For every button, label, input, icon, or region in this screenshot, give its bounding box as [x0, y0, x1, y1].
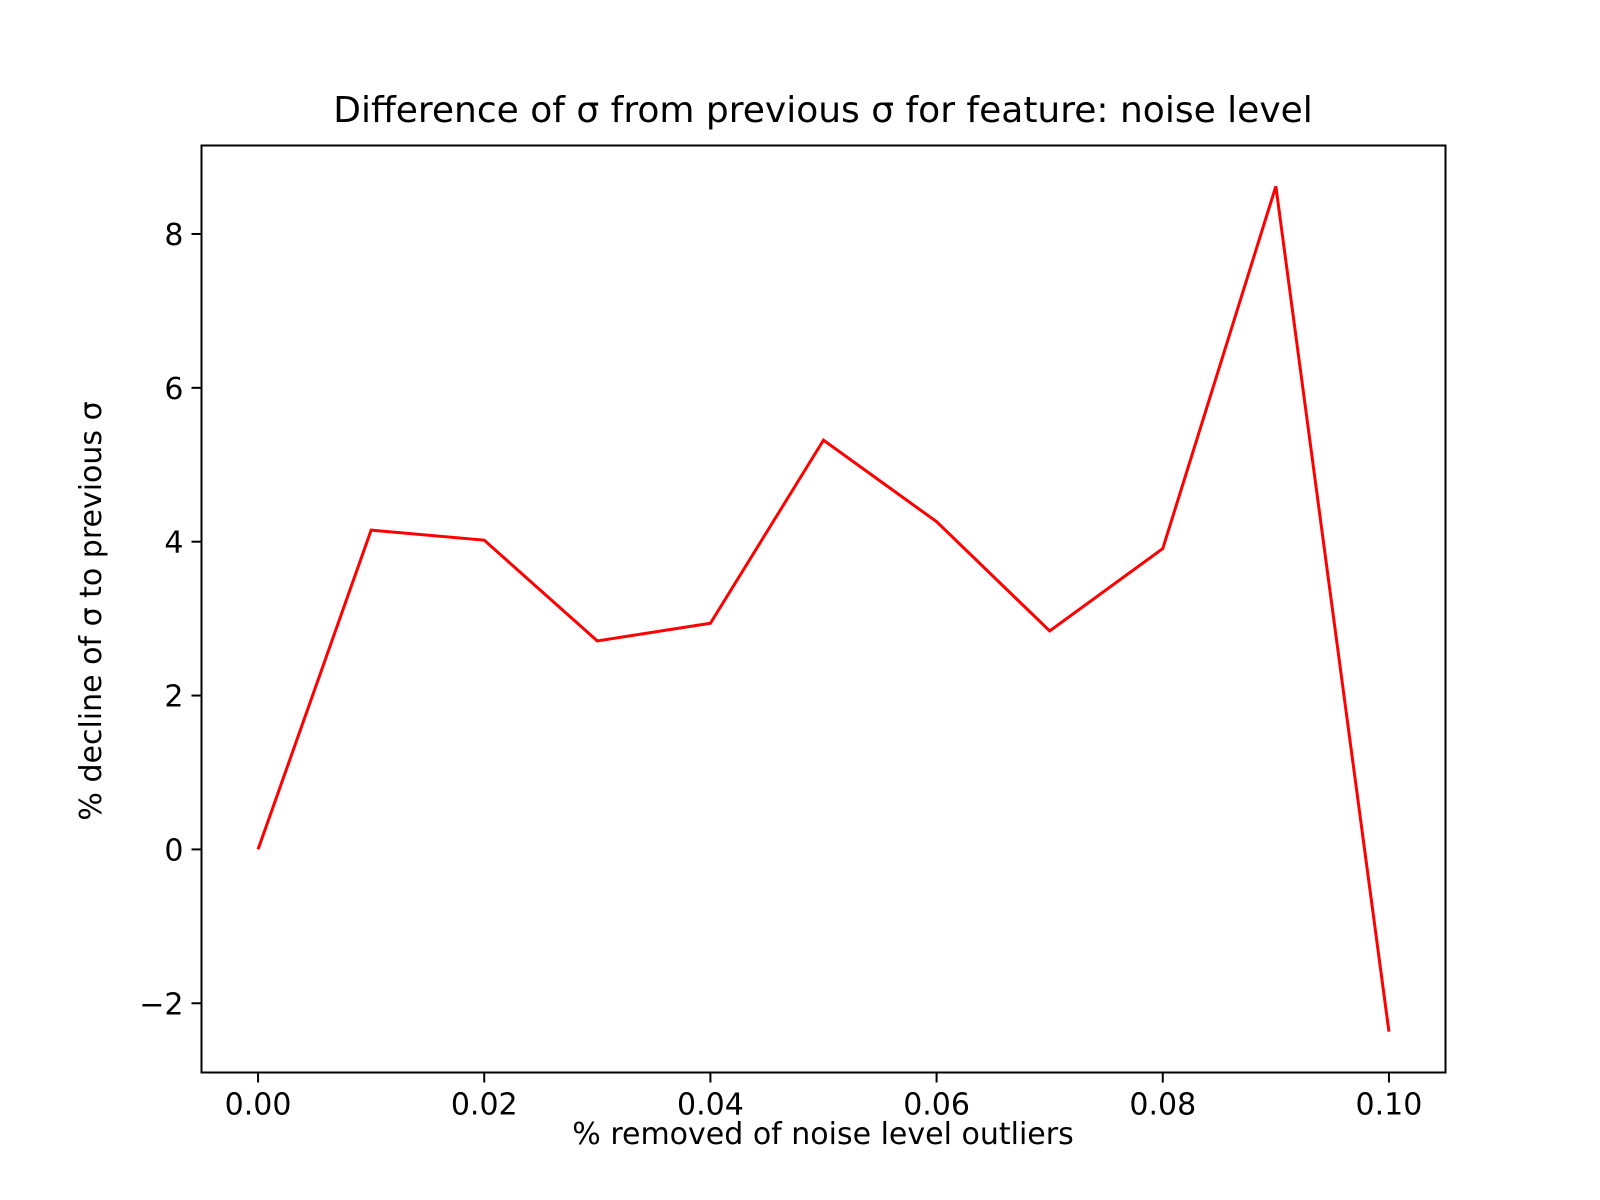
- y-tick-label: −2: [139, 987, 183, 1022]
- y-tick-label: 6: [164, 372, 183, 407]
- x-tick-label: 0.00: [225, 1088, 292, 1123]
- y-axis-ticks: −2 0 2 4 6 8: [139, 218, 202, 1022]
- y-tick-label: 4: [164, 526, 183, 561]
- x-axis-ticks: 0.00 0.02 0.04 0.06 0.08 0.10: [225, 1072, 1423, 1123]
- y-tick-label: 2: [164, 680, 183, 715]
- x-tick-label: 0.06: [903, 1088, 970, 1123]
- y-tick-label: 0: [164, 833, 183, 868]
- axes-frame: [200, 144, 1447, 1074]
- plot-area: [256, 185, 1391, 1032]
- chart-title: Difference of σ from previous σ for feat…: [333, 90, 1313, 131]
- x-tick-label: 0.04: [677, 1088, 744, 1123]
- x-tick-label: 0.02: [451, 1088, 518, 1123]
- x-axis-label: % removed of noise level outliers: [572, 1117, 1073, 1152]
- series-line: [256, 185, 1391, 1032]
- x-tick-label: 0.08: [1129, 1088, 1196, 1123]
- x-tick-label: 0.10: [1356, 1088, 1423, 1123]
- y-tick-label: 8: [164, 218, 183, 253]
- y-axis-label: % decline of σ to previous σ: [74, 401, 109, 820]
